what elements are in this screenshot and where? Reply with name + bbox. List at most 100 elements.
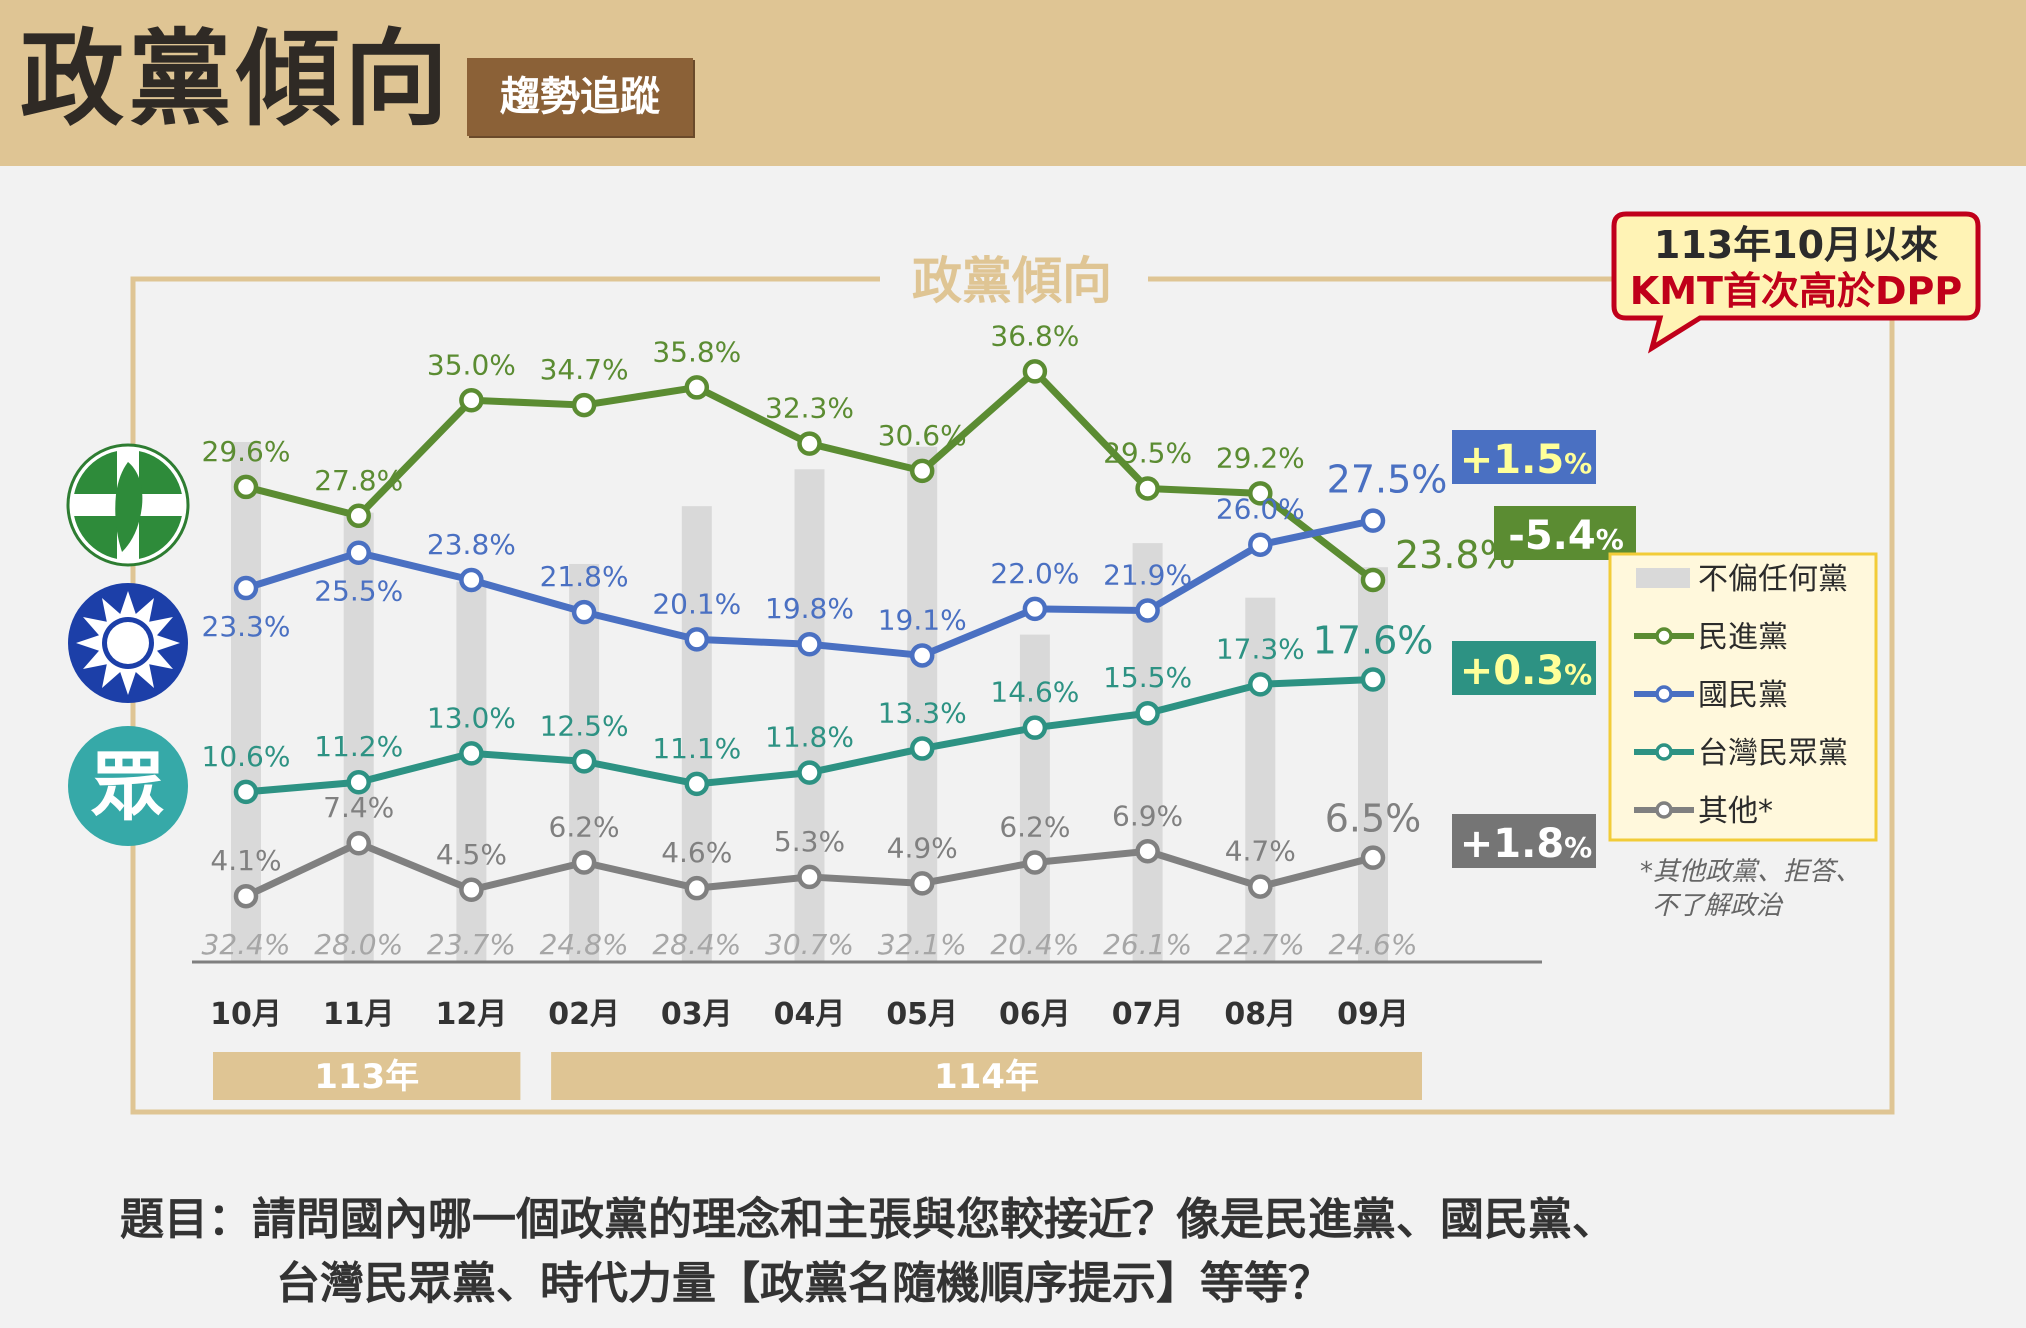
neutral-bar bbox=[343, 512, 374, 962]
tpp-data-label: 11.2% bbox=[314, 730, 403, 763]
kmt-point bbox=[1360, 508, 1386, 533]
kmt-point bbox=[346, 540, 371, 565]
neutral-bar-label: 20.4% bbox=[990, 928, 1079, 961]
kmt-data-label: 20.1% bbox=[652, 587, 741, 620]
other-data-label: 6.5% bbox=[1325, 797, 1422, 841]
tpp-point bbox=[346, 769, 371, 795]
tpp-point bbox=[1248, 672, 1273, 697]
other-point bbox=[459, 877, 484, 903]
trend-tag: 趨勢追蹤 bbox=[467, 58, 693, 136]
legend-label: 不偏任何黨 bbox=[1698, 562, 1848, 597]
x-tick-label: 10月 bbox=[210, 997, 282, 1032]
other-point bbox=[797, 864, 822, 890]
legend-marker bbox=[1655, 685, 1673, 703]
dpp-data-label: 29.2% bbox=[1216, 441, 1305, 474]
tpp-point bbox=[1135, 700, 1160, 726]
legend-label: 國民黨 bbox=[1698, 678, 1788, 713]
neutral-bar-label: 24.8% bbox=[540, 928, 629, 961]
neutral-bar-label: 26.1% bbox=[1103, 928, 1192, 961]
kmt-change-badge: +1.5% bbox=[1452, 430, 1596, 484]
tpp-point bbox=[1360, 667, 1386, 692]
kmt-logo-icon bbox=[68, 583, 188, 703]
survey-question: 題目：請問國內哪一個政黨的理念和主張與您較接近？像是民進黨、國民黨、 台灣民眾黨… bbox=[120, 1188, 1616, 1316]
tpp-data-label: 12.5% bbox=[540, 709, 629, 742]
chart-title: 政黨傾向 bbox=[912, 252, 1112, 310]
kmt-data-label: 19.8% bbox=[765, 592, 854, 625]
other-change-badge: +1.8% bbox=[1452, 814, 1596, 868]
other-data-label: 4.5% bbox=[436, 838, 507, 871]
svg-text:+1.5%: +1.5% bbox=[1460, 437, 1592, 483]
callout-line2: KMT首次高於DPP bbox=[1630, 269, 1962, 313]
header-bar: 政黨傾向 趨勢追蹤 bbox=[0, 0, 2026, 166]
x-tick-label: 12月 bbox=[436, 997, 508, 1032]
neutral-bar bbox=[1358, 567, 1388, 962]
other-data-label: 7.4% bbox=[323, 791, 394, 824]
kmt-data-label: 23.3% bbox=[202, 610, 291, 643]
neutral-bar-label: 22.7% bbox=[1216, 928, 1305, 961]
x-tick-label: 11月 bbox=[323, 997, 395, 1032]
dpp-point bbox=[797, 431, 822, 456]
kmt-data-label: 27.5% bbox=[1327, 458, 1448, 502]
kmt-point bbox=[1135, 598, 1160, 623]
neutral-bar-label: 30.7% bbox=[765, 928, 854, 961]
x-tick-label: 06月 bbox=[999, 997, 1071, 1032]
dpp-logo-icon bbox=[66, 443, 190, 567]
legend-swatch bbox=[1636, 568, 1690, 588]
kmt-point bbox=[459, 567, 484, 593]
dpp-data-label: 35.8% bbox=[652, 335, 741, 368]
neutral-bar-label: 28.4% bbox=[652, 928, 741, 961]
year-group-label: 114年 bbox=[934, 1057, 1039, 1097]
other-data-label: 4.1% bbox=[210, 844, 281, 877]
year-group-band bbox=[213, 1052, 521, 1100]
legend-label: 其他* bbox=[1698, 794, 1773, 829]
tpp-data-label: 11.8% bbox=[765, 721, 854, 754]
neutral-bar bbox=[1245, 597, 1276, 962]
x-tick-label: 05月 bbox=[886, 997, 958, 1032]
tpp-data-label: 10.6% bbox=[202, 740, 291, 773]
year-group-label: 113年 bbox=[314, 1057, 419, 1097]
x-tick-label: 03月 bbox=[661, 997, 733, 1032]
kmt-point bbox=[909, 643, 935, 668]
other-point bbox=[233, 883, 259, 909]
other-point bbox=[909, 871, 935, 896]
other-data-label: 5.3% bbox=[774, 825, 845, 858]
dpp-point bbox=[1135, 476, 1160, 501]
other-point bbox=[571, 850, 597, 875]
kmt-data-label: 26.0% bbox=[1216, 493, 1305, 526]
kmt-data-label: 25.5% bbox=[314, 575, 403, 608]
other-data-label: 6.2% bbox=[999, 810, 1070, 843]
tpp-logo-icon: 眾 bbox=[68, 726, 188, 846]
tpp-data-label: 11.1% bbox=[652, 732, 741, 765]
other-point bbox=[346, 830, 371, 856]
other-data-label: 4.7% bbox=[1225, 835, 1296, 868]
tpp-data-label: 17.3% bbox=[1216, 632, 1305, 665]
kmt-point bbox=[797, 631, 822, 657]
legend-marker bbox=[1655, 801, 1673, 819]
neutral-bar bbox=[1019, 634, 1050, 962]
tpp-point bbox=[571, 749, 597, 774]
dpp-point bbox=[1022, 359, 1048, 384]
dpp-data-label: 29.5% bbox=[1103, 437, 1192, 470]
svg-text:+1.8%: +1.8% bbox=[1460, 821, 1592, 867]
neutral-bar-label: 23.7% bbox=[427, 928, 516, 961]
kmt-point bbox=[1022, 596, 1048, 622]
kmt-data-label: 19.1% bbox=[878, 603, 967, 636]
other-point bbox=[684, 875, 710, 901]
dpp-data-label: 36.8% bbox=[990, 319, 1079, 352]
legend-label: 台灣民眾黨 bbox=[1698, 736, 1848, 771]
dpp-point bbox=[1248, 481, 1273, 506]
survey-question-line2: 台灣民眾黨、時代力量【政黨名隨機順序提示】等等？ bbox=[276, 1258, 1332, 1309]
x-tick-label: 04月 bbox=[774, 997, 846, 1032]
neutral-bar-label: 32.4% bbox=[202, 928, 291, 961]
tpp-logo-glyph: 眾 bbox=[91, 744, 165, 830]
kmt-point bbox=[571, 599, 597, 625]
tpp-point bbox=[797, 760, 822, 785]
callout-line1: 113年10月以來 bbox=[1654, 223, 1938, 267]
kmt-data-label: 21.8% bbox=[540, 560, 629, 593]
neutral-bar-label: 28.0% bbox=[314, 928, 403, 961]
kmt-data-label: 21.9% bbox=[1103, 559, 1192, 592]
tpp-data-label: 15.5% bbox=[1103, 661, 1192, 694]
tpp-data-label: 14.6% bbox=[990, 676, 1079, 709]
